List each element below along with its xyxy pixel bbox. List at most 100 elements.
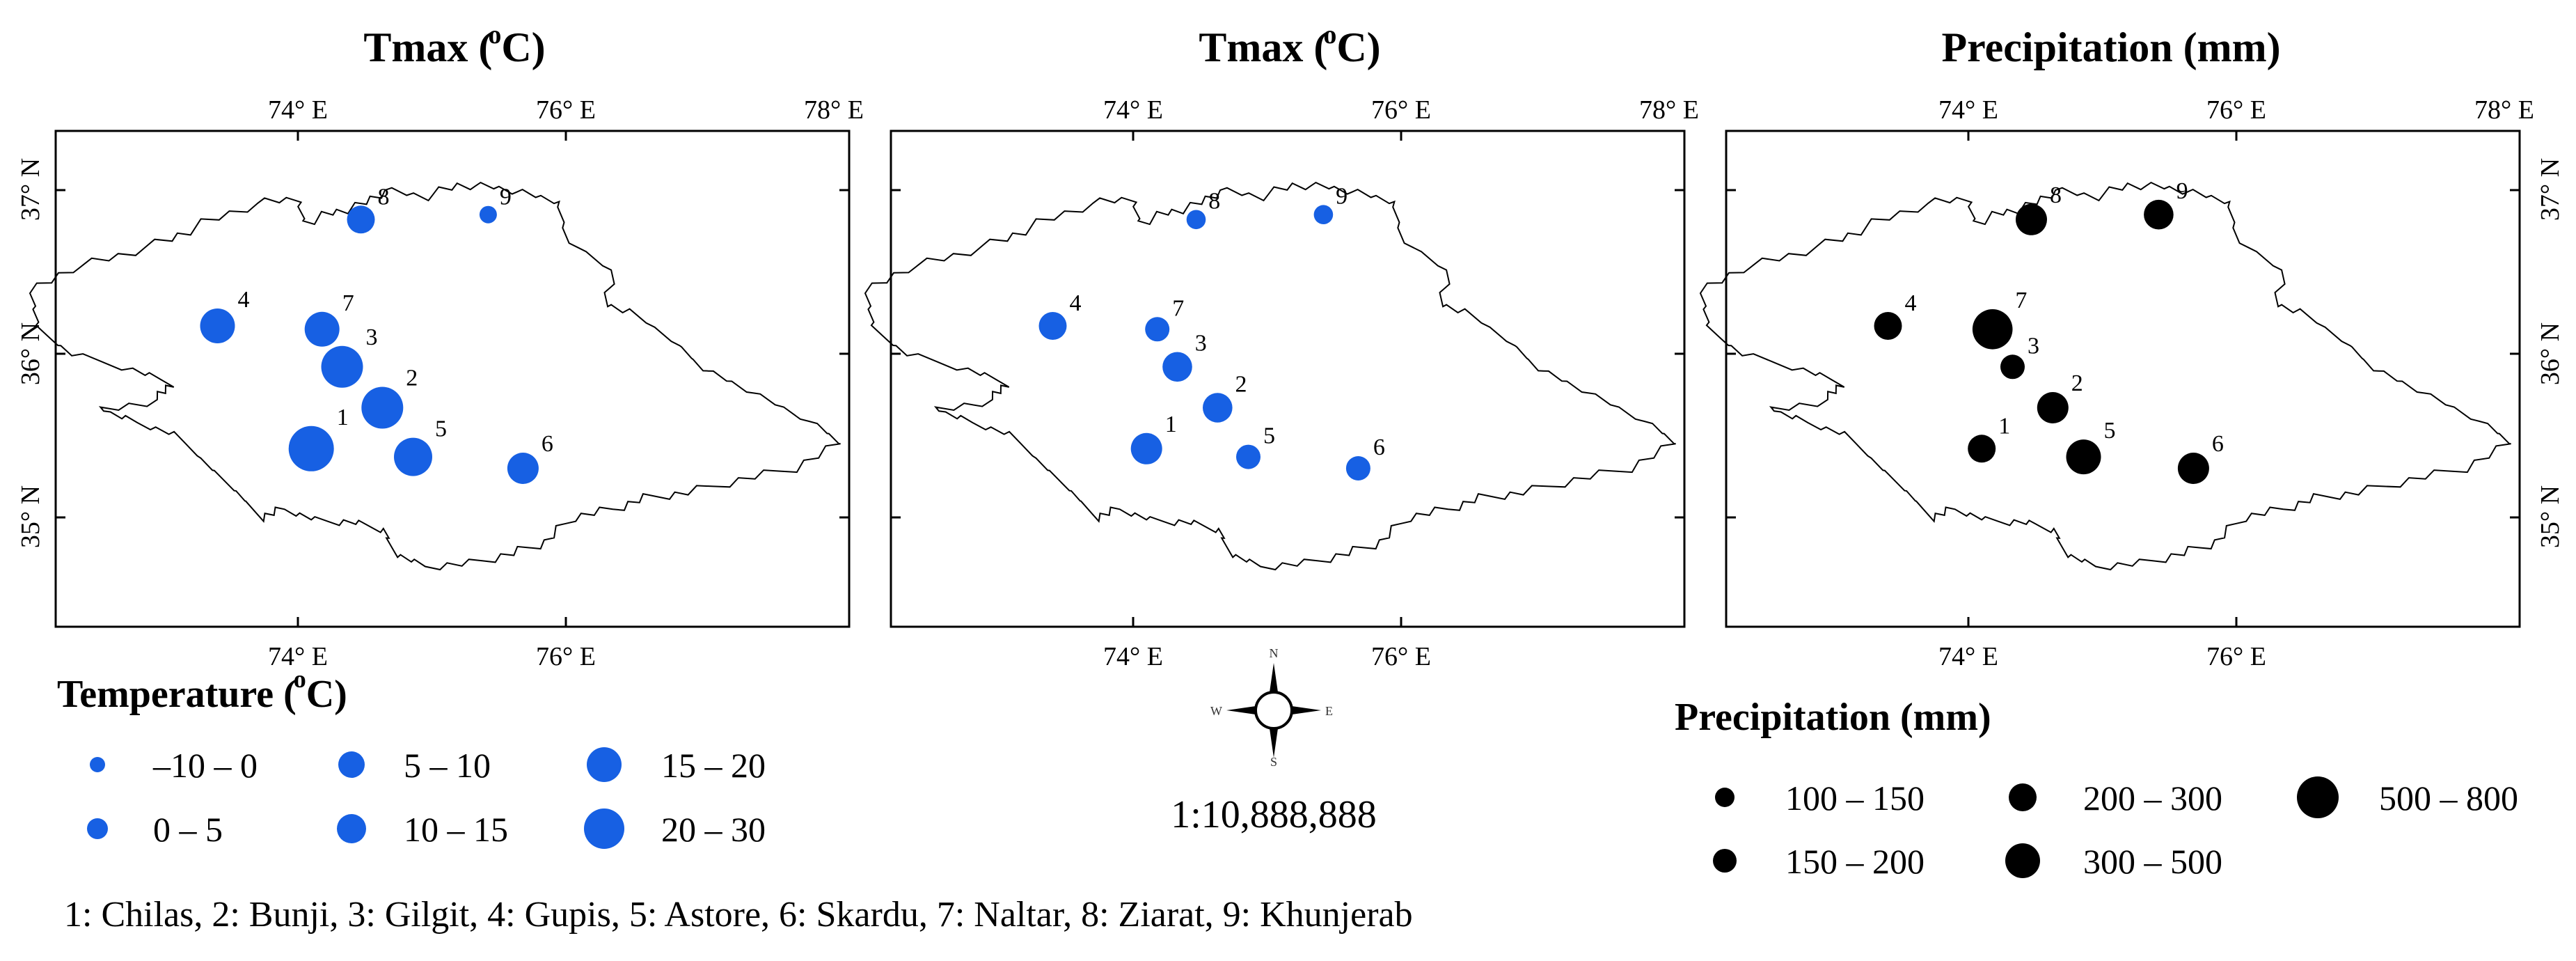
- basin-boundary: [29, 181, 841, 571]
- station-marker-5: [394, 437, 432, 476]
- legend-label: 100 – 150: [1785, 779, 1925, 818]
- lon-tick-76-bottom: 76° E: [536, 642, 596, 671]
- lon-tick-78-top: 78° E: [804, 95, 864, 125]
- station-marker-1: [1968, 435, 1996, 463]
- station-number-label: 9: [1336, 184, 1348, 210]
- station-marker-6: [2177, 453, 2209, 484]
- lon-tick-74-bottom: 74° E: [1938, 642, 1998, 671]
- lon-tick-74-top: 74° E: [1938, 95, 1998, 125]
- station-marker-6: [1345, 456, 1370, 481]
- legend-label: 20 – 30: [661, 810, 766, 849]
- station-number-label: 7: [342, 290, 354, 316]
- station-number-label: 5: [435, 416, 447, 442]
- legend-symbol-5: [2297, 776, 2339, 818]
- legend-label: 200 – 300: [2083, 779, 2222, 818]
- basin-boundary: [864, 181, 1676, 571]
- scale-label: 1:10,888,888: [1171, 793, 1377, 836]
- station-marker-8: [2016, 203, 2047, 235]
- map-panel-precipitation: Precipitation (mm) 74° E 76° E 78° E 74°…: [1699, 24, 2565, 671]
- station-number-label: 6: [542, 431, 553, 457]
- basin-boundary: [1699, 181, 2511, 571]
- lon-tick-78-top: 78° E: [1639, 95, 1699, 125]
- station-marker-2: [361, 386, 404, 429]
- legend-label: 5 – 10: [404, 746, 491, 785]
- legend-symbol-4: [337, 814, 366, 843]
- legend-symbol-3: [2009, 783, 2037, 811]
- station-number-label: 2: [406, 366, 418, 391]
- station-number-label: 1: [337, 405, 349, 430]
- lat-tick-37-right: 37° N: [2536, 158, 2565, 221]
- lon-tick-76-bottom: 76° E: [1371, 642, 1431, 671]
- legend-symbol-2: [87, 818, 108, 839]
- station-marker-5: [1236, 444, 1261, 469]
- station-number-label: 9: [500, 185, 512, 210]
- panel-title: Precipitation (mm): [1941, 24, 2280, 70]
- lon-tick-74-bottom: 74° E: [1103, 642, 1163, 671]
- station-number-label: 1: [1165, 412, 1177, 437]
- station-marker-9: [2144, 199, 2174, 230]
- svg-text:W: W: [1210, 704, 1222, 718]
- legend-title: Temperature (oC): [57, 665, 347, 716]
- station-number-label: 4: [1905, 290, 1917, 316]
- svg-text:S: S: [1270, 755, 1277, 769]
- lon-tick-76-top: 76° E: [1371, 95, 1431, 125]
- station-number-label: 8: [1208, 189, 1220, 214]
- station-marker-4: [1038, 312, 1067, 340]
- station-marker-6: [507, 453, 539, 484]
- legend-symbol-1: [1715, 788, 1735, 807]
- legend-label: 0 – 5: [153, 810, 223, 849]
- panel-title: Tmax (oC): [1199, 20, 1380, 70]
- station-marker-7: [1972, 309, 2013, 350]
- station-number-label: 7: [1172, 295, 1184, 321]
- lon-tick-74-top: 74° E: [268, 95, 328, 125]
- legend-symbol-6: [584, 808, 624, 849]
- station-marker-1: [1130, 432, 1162, 464]
- station-number-label: 5: [1263, 423, 1275, 449]
- panel-title: Tmax (oC): [363, 20, 545, 70]
- svg-text:N: N: [1270, 646, 1279, 660]
- station-number-label: 2: [2071, 370, 2083, 396]
- lon-tick-74-top: 74° E: [1103, 95, 1163, 125]
- station-marker-3: [2000, 354, 2025, 380]
- station-marker-2: [1203, 393, 1233, 423]
- lat-tick-37-left: 37° N: [16, 158, 45, 221]
- station-number-label: 1: [1998, 413, 2010, 439]
- legend-symbol-5: [587, 747, 622, 782]
- lat-tick-35-right: 35° N: [2536, 485, 2565, 548]
- station-marker-9: [479, 205, 497, 224]
- station-marker-8: [1186, 210, 1206, 230]
- legend-symbol-1: [90, 757, 105, 772]
- station-marker-7: [1145, 317, 1170, 342]
- lon-tick-76-top: 76° E: [2206, 95, 2266, 125]
- map-frame: [1725, 130, 2521, 628]
- station-number-label: 3: [2028, 333, 2039, 359]
- precipitation-legend: Precipitation (mm) 100 – 150 150 – 200 2…: [1675, 696, 2518, 881]
- station-number-label: 7: [2015, 288, 2027, 313]
- station-number-label: 6: [1373, 435, 1385, 460]
- station-marker-2: [2037, 392, 2069, 423]
- map-panel-tmax-1: Tmax (oC) 74° E 76° E 78° E 74° E 76° E …: [16, 20, 864, 671]
- station-marker-3: [321, 345, 363, 388]
- legend-label: 15 – 20: [661, 746, 766, 785]
- station-number-label: 8: [2050, 182, 2062, 208]
- lon-tick-78-top: 78° E: [2474, 95, 2534, 125]
- station-number-label: 2: [1235, 371, 1247, 397]
- lon-tick-74-bottom: 74° E: [268, 642, 328, 671]
- station-number-label: 6: [2212, 431, 2224, 457]
- north-arrow-icon: N S W E: [1210, 646, 1333, 769]
- station-marker-3: [1162, 352, 1192, 382]
- legend-label: –10 – 0: [152, 746, 258, 785]
- station-number-label: 3: [1195, 331, 1207, 357]
- legend-label: 500 – 800: [2379, 779, 2518, 818]
- temperature-legend: Temperature (oC) –10 – 0 0 – 5 5 – 10 10…: [57, 665, 766, 849]
- map-panel-tmax-2: Tmax (oC) 74° E 76° E 78° E 74° E 76° E …: [864, 20, 1699, 671]
- svg-text:E: E: [1325, 704, 1333, 718]
- lat-tick-36-right: 36° N: [2536, 322, 2565, 385]
- station-number-label: 5: [2104, 418, 2116, 444]
- map-frame: [54, 130, 851, 628]
- station-marker-7: [304, 311, 340, 347]
- legend-label: 10 – 15: [404, 810, 508, 849]
- station-marker-1: [288, 425, 334, 471]
- lon-tick-76-top: 76° E: [536, 95, 596, 125]
